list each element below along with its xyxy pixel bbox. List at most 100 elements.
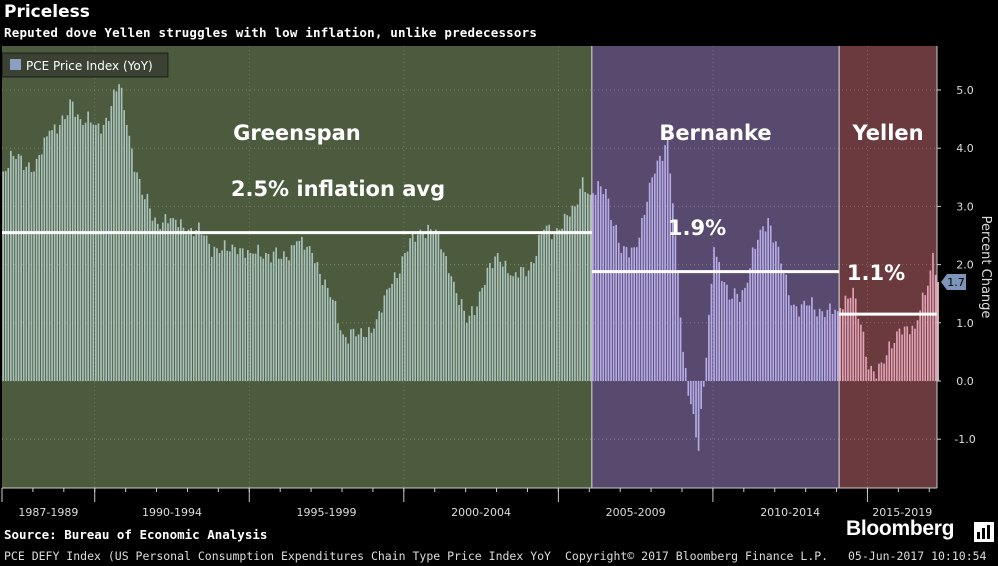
- bar: [10, 150, 12, 381]
- bar: [416, 234, 419, 381]
- bar: [800, 304, 803, 381]
- bar: [708, 314, 710, 381]
- bar: [113, 89, 115, 382]
- bar: [558, 229, 561, 381]
- bar: [293, 245, 296, 381]
- bar: [298, 240, 301, 381]
- bar: [700, 381, 702, 409]
- bar: [617, 242, 620, 381]
- bar: [785, 274, 787, 381]
- bar: [664, 145, 666, 381]
- bar: [865, 356, 867, 381]
- avg-label-greenspan: 2.5% inflation avg: [231, 177, 445, 201]
- bar: [571, 205, 574, 381]
- chart-title: Priceless: [4, 2, 90, 22]
- bar: [7, 168, 10, 381]
- bar: [566, 215, 569, 381]
- bar: [2, 171, 4, 381]
- bar: [4, 171, 7, 381]
- bar: [821, 311, 824, 381]
- bar: [265, 252, 267, 381]
- bar: [295, 241, 298, 381]
- bar: [811, 297, 813, 381]
- bar: [805, 305, 808, 381]
- bar: [182, 227, 185, 381]
- bar: [154, 217, 156, 381]
- bar: [262, 258, 265, 381]
- y-tick-label: 3.0: [956, 200, 974, 213]
- bar: [277, 258, 280, 381]
- bar: [929, 270, 932, 381]
- bar: [890, 348, 893, 381]
- bar: [156, 223, 159, 381]
- bar: [867, 369, 870, 381]
- bar: [677, 271, 679, 381]
- bar: [218, 252, 221, 381]
- bar: [141, 194, 144, 381]
- bar: [924, 295, 927, 381]
- bar: [908, 334, 911, 381]
- bar: [450, 276, 453, 381]
- bar: [203, 235, 205, 381]
- bar: [30, 172, 33, 381]
- bar: [483, 284, 486, 381]
- bar: [597, 181, 599, 381]
- bar: [744, 287, 746, 381]
- bar: [241, 248, 244, 381]
- bar: [746, 282, 749, 381]
- bar: [772, 242, 775, 381]
- bar: [610, 220, 612, 381]
- bar: [605, 188, 607, 381]
- bar: [646, 201, 648, 381]
- bar: [764, 231, 767, 381]
- bar: [538, 234, 540, 381]
- bar: [326, 287, 329, 381]
- bar: [568, 216, 571, 381]
- bar: [316, 262, 319, 381]
- bar: [586, 193, 589, 381]
- bar: [726, 284, 728, 381]
- bar: [834, 309, 836, 381]
- chart-subtitle: Reputed dove Yellen struggles with low i…: [4, 25, 538, 40]
- bar: [198, 222, 200, 381]
- bar: [581, 177, 584, 381]
- bar: [561, 228, 563, 381]
- y-tick-label: 1.0: [956, 317, 974, 330]
- y-tick-label: 2.0: [956, 259, 974, 272]
- bar: [641, 217, 643, 381]
- bar: [556, 228, 558, 381]
- axes: -1.0 0.0 1.0 2.0 3.0 4.0 5.0 Percent Change 1.7 1…: [1, 46, 993, 519]
- bar: [478, 291, 481, 381]
- bar: [736, 293, 739, 381]
- bar: [355, 336, 357, 381]
- bar: [210, 256, 213, 381]
- bar: [460, 299, 463, 381]
- bar: [666, 136, 669, 381]
- bar: [623, 246, 625, 381]
- bar: [398, 273, 401, 381]
- bar: [406, 251, 409, 381]
- bar: [857, 318, 860, 381]
- bar: [638, 237, 641, 381]
- bar: [589, 194, 592, 381]
- bar: [133, 171, 136, 381]
- bar: [702, 381, 705, 387]
- bar: [504, 260, 507, 381]
- bar: [893, 343, 896, 381]
- bar: [592, 193, 594, 381]
- bar: [445, 256, 447, 381]
- bar: [496, 252, 499, 381]
- bar: [48, 130, 51, 381]
- bar: [934, 274, 937, 381]
- bar: [854, 298, 857, 381]
- bar: [46, 136, 48, 381]
- bar: [919, 310, 921, 381]
- bar: [767, 218, 769, 381]
- bar: [633, 247, 636, 381]
- bar: [64, 119, 66, 381]
- bar: [813, 309, 816, 381]
- bar: [208, 243, 211, 381]
- bar: [187, 229, 190, 381]
- bar: [404, 252, 406, 381]
- bar: [115, 91, 118, 381]
